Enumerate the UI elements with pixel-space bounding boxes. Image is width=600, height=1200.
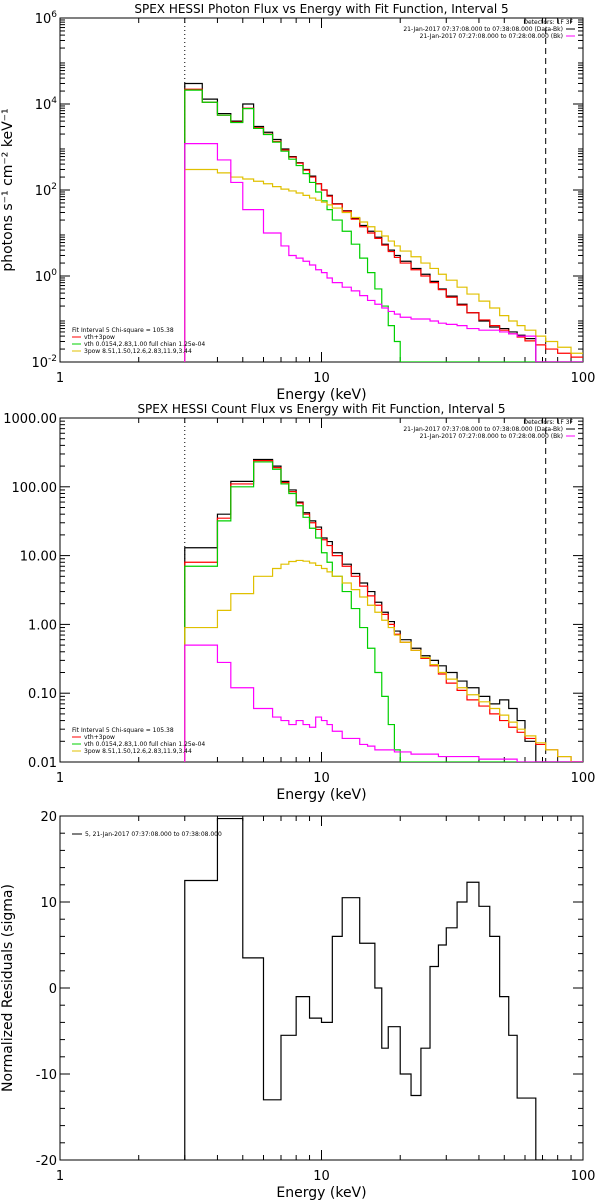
- series-line-2: [184, 89, 583, 362]
- plot-frame-1: [59, 417, 584, 763]
- legend-entry: 21-Jan-2017 07:37:08.000 to 07:38:08.000…: [403, 26, 563, 33]
- y-tick-label: 104: [35, 96, 58, 113]
- legend-entry: Fit Interval 5 Chi-square = 105.38: [72, 327, 174, 334]
- x-axis-label: Energy (keV): [276, 387, 366, 403]
- y-tick-label: 0.10: [28, 687, 57, 702]
- x-tick-label: 1: [56, 371, 64, 386]
- x-tick-label: 100: [571, 1169, 596, 1184]
- legend-entry: 5, 21-Jan-2017 07:37:08.000 to 07:38:08.…: [85, 831, 222, 838]
- y-tick-label: 100: [35, 268, 58, 285]
- series-line-4: [184, 142, 583, 362]
- series-line-0: [184, 817, 546, 1160]
- series-line-3: [184, 559, 583, 762]
- legend-entry: vth+3pow: [84, 334, 115, 341]
- x-tick-label: 1: [56, 771, 64, 786]
- series-line-0: [184, 82, 583, 362]
- legend-entry: 21-Jan-2017 07:37:08.000 to 07:38:08.000…: [403, 426, 563, 433]
- series-line-1: [184, 88, 583, 362]
- x-tick-label: 10: [313, 771, 330, 786]
- y-tick-label: 10-2: [31, 354, 57, 371]
- x-tick-label: 100: [571, 771, 596, 786]
- y-tick-label: 10: [40, 896, 57, 911]
- y-tick-label: 106: [35, 10, 58, 27]
- series-line-1: [184, 460, 583, 762]
- x-axis-label: Energy (keV): [276, 787, 366, 803]
- y-axis-label: photons s⁻¹ cm⁻² keV⁻¹: [0, 108, 16, 271]
- chart-title-0: SPEX HESSI Photon Flux vs Energy with Fi…: [134, 2, 508, 16]
- y-axis-label: Normalized Residuals (sigma): [0, 884, 16, 1092]
- legend-entry: Detectors: 1F 3F: [523, 419, 573, 426]
- y-tick-label: 102: [35, 182, 57, 199]
- y-tick-label: 20: [40, 810, 57, 825]
- y-tick-label: 100.00: [12, 481, 58, 496]
- legend-entry: Detectors: 1F 3F: [523, 19, 573, 26]
- x-tick-label: 1: [56, 1169, 64, 1184]
- legend-entry: 21-Jan-2017 07:27:08.000 to 07:28:08.000…: [420, 33, 563, 40]
- legend-entry: 3pow 8.51,1.50,12.6,2.83,11.9,3.44: [84, 348, 192, 355]
- y-tick-label: -20: [36, 1154, 57, 1169]
- y-tick-label: 0.01: [28, 756, 57, 771]
- legend-entry: vth 0.0154,2.83,1.00 full chian 1.25e-04: [84, 341, 205, 348]
- legend-entry: 3pow 8.51,1.50,12.6,2.83,11.9,3.44: [84, 748, 192, 755]
- y-tick-label: -10: [36, 1068, 57, 1083]
- legend-entry: 21-Jan-2017 07:27:08.000 to 07:28:08.000…: [420, 433, 563, 440]
- x-tick-label: 100: [571, 371, 596, 386]
- x-axis-label: Energy (keV): [276, 1185, 366, 1200]
- legend-entry: vth+3pow: [84, 734, 115, 741]
- x-tick-label: 10: [313, 371, 330, 386]
- y-tick-label: 1000.00: [3, 412, 57, 427]
- plot-frame-2: [59, 815, 584, 1161]
- y-tick-label: 10.00: [20, 550, 57, 565]
- y-tick-label: 0: [49, 982, 57, 997]
- chart-title-1: SPEX HESSI Count Flux vs Energy with Fit…: [137, 402, 505, 416]
- series-line-3: [184, 168, 583, 362]
- x-tick-label: 10: [313, 1169, 330, 1184]
- series-line-4: [184, 644, 583, 762]
- series-line-2: [184, 461, 583, 762]
- legend-entry: vth 0.0154,2.83,1.00 full chian 1.25e-04: [84, 741, 205, 748]
- y-tick-label: 1.00: [28, 618, 57, 633]
- legend-entry: Fit Interval 5 Chi-square = 105.38: [72, 727, 174, 734]
- series-line-0: [184, 458, 583, 762]
